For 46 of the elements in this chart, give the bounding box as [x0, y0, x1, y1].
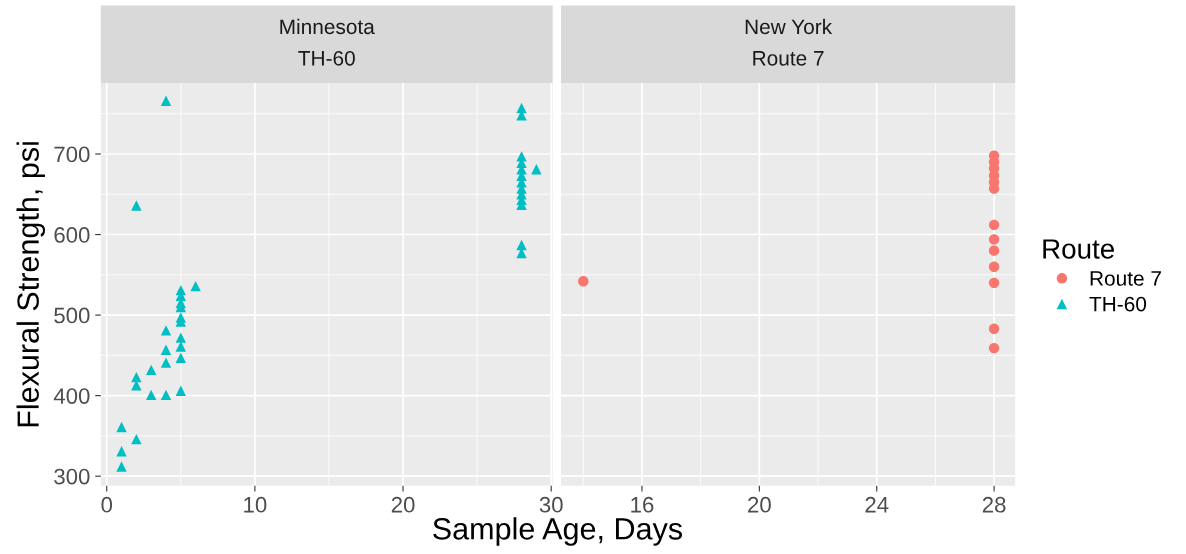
point [116, 421, 127, 433]
chart-title: Minnesota TH-60 [280, 18, 375, 66]
chart-title: New York Route 7 [745, 18, 833, 66]
x-tick-label: 30 [539, 496, 563, 513]
x-tick-label: 20 [748, 496, 771, 513]
point [160, 344, 172, 355]
point [531, 164, 542, 175]
y-tick-label: 700 [54, 146, 90, 163]
point [145, 364, 157, 376]
point [175, 341, 187, 352]
point [116, 461, 127, 472]
point [175, 385, 187, 397]
point [988, 245, 1000, 256]
y-tick-label: 500 [54, 307, 90, 324]
x-tick-label: 16 [631, 496, 654, 513]
point [131, 200, 142, 211]
point [578, 276, 589, 287]
point [190, 280, 201, 292]
point [160, 389, 172, 401]
y-tick-label: 400 [53, 388, 90, 404]
y-axis-title: Flexural Strength, psi [16, 142, 45, 427]
point [131, 433, 142, 445]
point [160, 95, 172, 107]
x-tick-label: 20 [391, 496, 415, 513]
legend-title: Route [1043, 239, 1114, 259]
y-tick-label: 600 [54, 227, 90, 243]
x-tick-label: 0 [101, 496, 113, 513]
y-tick-label: 300 [54, 468, 90, 485]
point [116, 446, 127, 457]
point [988, 219, 1000, 231]
x-tick-label: 10 [244, 496, 267, 513]
x-tick-label: 24 [865, 496, 889, 513]
point [175, 352, 187, 363]
point [175, 332, 187, 343]
x-axis-title: Sample Age, Days [433, 517, 683, 546]
point [988, 234, 1000, 245]
point [145, 389, 157, 401]
point [160, 325, 172, 336]
point [988, 342, 1000, 354]
x-tick-label: 28 [982, 496, 1006, 513]
point [160, 357, 172, 368]
point [988, 261, 1000, 272]
point [988, 323, 1000, 334]
point [988, 277, 1000, 289]
legend-label: TH-60 [1089, 296, 1147, 312]
legend-label: Route 7 [1090, 271, 1161, 286]
